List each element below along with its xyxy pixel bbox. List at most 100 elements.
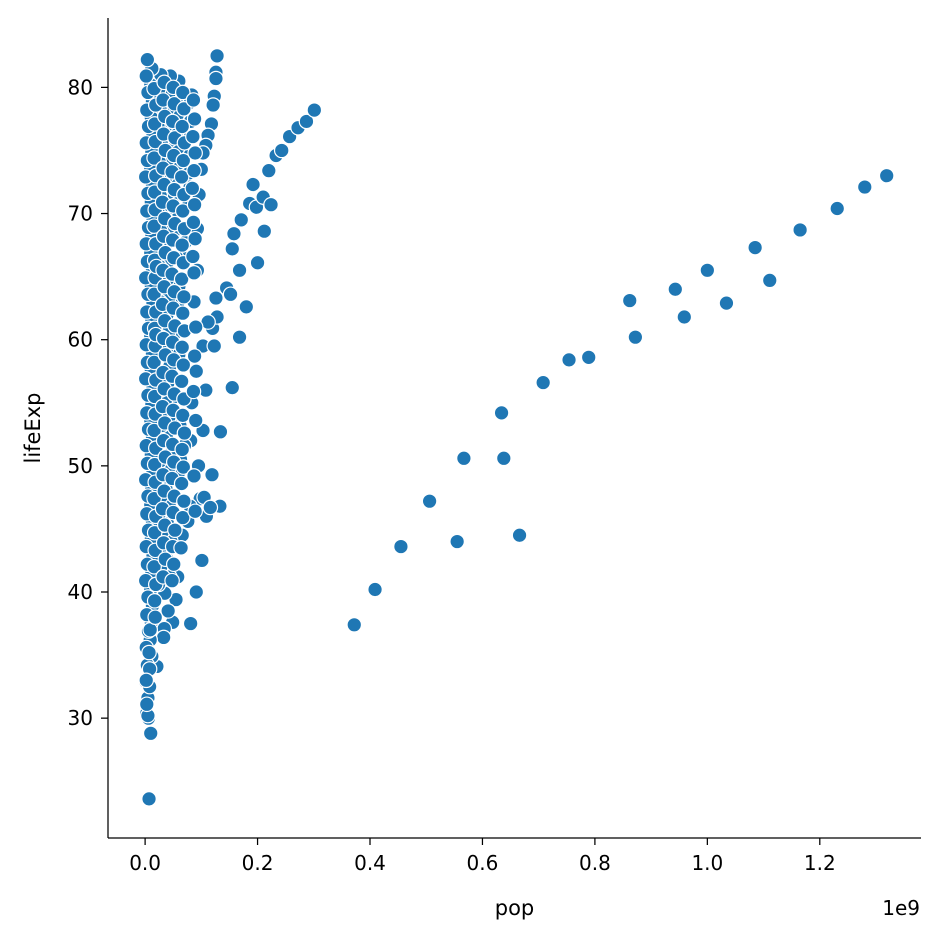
data-point	[493, 405, 510, 421]
data-point	[167, 522, 183, 538]
data-point	[146, 422, 162, 439]
data-point	[222, 286, 239, 303]
data-point	[627, 329, 644, 345]
data-point	[174, 407, 191, 424]
data-point	[449, 533, 465, 550]
data-point	[175, 152, 192, 169]
y-tick-label: 70	[68, 202, 93, 226]
data-point	[173, 475, 190, 492]
data-point	[231, 262, 248, 279]
data-point	[174, 118, 191, 135]
data-point	[146, 593, 163, 609]
data-point	[561, 352, 577, 368]
data-point	[367, 581, 383, 598]
data-point	[146, 558, 162, 575]
y-tick-label: 80	[68, 75, 93, 99]
data-point	[165, 556, 182, 573]
x-tick-label: 1.2	[804, 851, 836, 875]
data-point	[208, 70, 224, 87]
data-point	[346, 616, 363, 633]
data-point	[209, 48, 225, 64]
data-point	[421, 493, 438, 509]
data-point	[621, 292, 638, 309]
data-point	[146, 150, 162, 166]
data-point	[186, 111, 203, 127]
data-point	[194, 552, 210, 569]
data-point	[792, 222, 808, 238]
data-point	[535, 374, 551, 391]
data-point	[761, 272, 778, 289]
y-tick-label: 30	[68, 706, 93, 730]
data-point	[298, 113, 315, 130]
data-point	[212, 423, 229, 440]
data-point	[174, 203, 191, 219]
data-point	[185, 383, 202, 400]
data-point	[186, 196, 203, 213]
data-point	[208, 290, 224, 306]
data-point	[173, 271, 190, 287]
data-point	[138, 68, 155, 84]
data-point	[186, 162, 202, 179]
data-point	[306, 102, 323, 118]
data-point	[182, 615, 199, 632]
x-tick-label: 0.8	[579, 851, 611, 875]
data-point	[146, 354, 162, 371]
data-point	[174, 339, 191, 356]
data-point	[173, 169, 190, 185]
data-point	[256, 223, 273, 239]
data-point	[186, 468, 202, 484]
data-point	[176, 101, 192, 117]
data-point	[856, 179, 873, 195]
data-point	[146, 218, 162, 234]
data-point	[175, 459, 192, 475]
x-tick-label: 0.2	[242, 851, 274, 875]
data-point	[174, 441, 191, 458]
data-point	[185, 214, 202, 231]
data-point	[238, 299, 255, 315]
data-point	[204, 466, 220, 483]
data-point	[175, 357, 192, 373]
data-point	[164, 572, 180, 589]
data-point	[184, 180, 201, 197]
data-point	[155, 629, 172, 646]
data-point	[667, 281, 684, 298]
data-point	[185, 248, 201, 265]
y-axis-label: lifeExp	[21, 392, 45, 463]
data-point	[188, 363, 205, 380]
data-point	[224, 379, 241, 396]
data-point	[245, 176, 261, 193]
data-point	[173, 373, 190, 390]
data-point	[141, 644, 157, 661]
data-point	[187, 319, 204, 335]
data-point	[187, 412, 204, 429]
data-point	[186, 348, 203, 364]
x-axis-label: pop	[495, 896, 535, 920]
data-point	[142, 725, 159, 742]
data-point	[187, 503, 203, 520]
data-point	[141, 791, 157, 807]
data-point	[747, 239, 763, 256]
data-point	[176, 493, 192, 509]
data-point	[174, 84, 191, 101]
data-point	[138, 672, 155, 689]
data-point	[174, 305, 191, 321]
data-point	[496, 450, 512, 467]
data-point	[160, 603, 176, 619]
data-points	[137, 48, 895, 807]
data-point	[205, 97, 221, 113]
data-point	[173, 540, 189, 556]
data-point	[146, 456, 163, 473]
data-point	[185, 128, 201, 145]
data-point	[580, 349, 597, 366]
data-point	[718, 295, 735, 311]
data-point	[206, 338, 223, 354]
data-point	[226, 225, 242, 242]
data-point	[249, 254, 266, 271]
data-point	[511, 527, 528, 544]
data-point	[393, 538, 409, 555]
data-point	[138, 696, 155, 713]
data-point	[676, 309, 693, 325]
data-point	[231, 329, 248, 345]
y-tick-label: 40	[68, 580, 93, 604]
